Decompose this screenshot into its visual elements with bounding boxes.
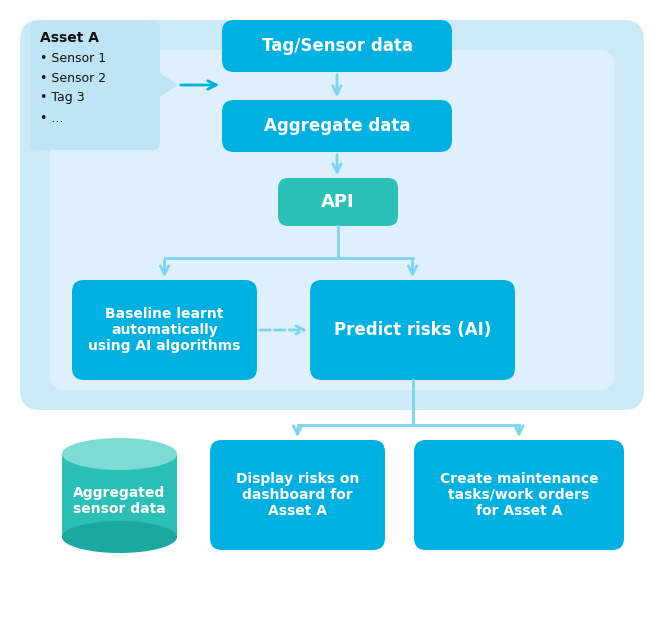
Text: • Sensor 2: • Sensor 2 <box>40 72 106 85</box>
FancyBboxPatch shape <box>20 20 644 410</box>
Text: Display risks on
dashboard for
Asset A: Display risks on dashboard for Asset A <box>236 472 359 518</box>
FancyBboxPatch shape <box>62 454 177 537</box>
Ellipse shape <box>62 521 177 553</box>
Text: Aggregate data: Aggregate data <box>264 117 410 135</box>
FancyBboxPatch shape <box>30 20 160 150</box>
Text: • Tag 3: • Tag 3 <box>40 91 84 104</box>
Polygon shape <box>160 73 178 97</box>
Text: Tag/Sensor data: Tag/Sensor data <box>262 37 412 55</box>
Text: • Sensor 1: • Sensor 1 <box>40 51 106 65</box>
Text: • ...: • ... <box>40 112 63 125</box>
FancyBboxPatch shape <box>278 178 398 226</box>
FancyBboxPatch shape <box>222 20 452 72</box>
Text: Aggregated
sensor data: Aggregated sensor data <box>73 486 166 516</box>
FancyBboxPatch shape <box>222 100 452 152</box>
Text: Baseline learnt
automatically
using AI algorithms: Baseline learnt automatically using AI a… <box>88 307 240 353</box>
Text: Create maintenance
tasks/work orders
for Asset A: Create maintenance tasks/work orders for… <box>440 472 598 518</box>
Text: Predict risks (AI): Predict risks (AI) <box>334 321 491 339</box>
Text: Asset A: Asset A <box>40 31 99 45</box>
Ellipse shape <box>62 438 177 470</box>
Text: API: API <box>321 193 355 211</box>
FancyBboxPatch shape <box>50 50 614 390</box>
FancyBboxPatch shape <box>310 280 515 380</box>
FancyBboxPatch shape <box>414 440 624 550</box>
FancyBboxPatch shape <box>210 440 385 550</box>
FancyBboxPatch shape <box>72 280 257 380</box>
